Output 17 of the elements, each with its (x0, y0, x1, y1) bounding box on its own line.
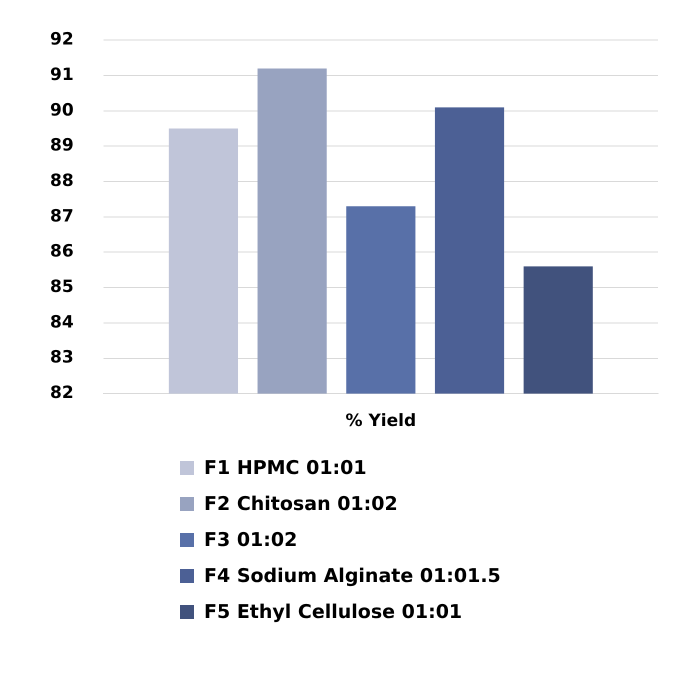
y-tick-label: 87 (50, 206, 74, 226)
legend-label: F2 Chitosan 01:02 (204, 493, 398, 515)
y-tick-label: 90 (50, 100, 74, 120)
y-tick-label: 91 (50, 64, 74, 85)
y-tick-label: 86 (50, 242, 74, 262)
legend-label: F3 01:02 (204, 529, 298, 551)
legend-label: F1 HPMC 01:01 (204, 457, 367, 479)
y-tick-label: 82 (50, 383, 74, 404)
legend-label: F5 Ethyl Cellulose 01:01 (204, 601, 462, 623)
y-tick-label: 92 (50, 30, 74, 50)
y-tick-label: 83 (50, 348, 74, 368)
y-tick-label: 89 (50, 136, 74, 156)
y-tick-label: 85 (50, 277, 74, 297)
legend-label: F4 Sodium Alginate 01:01.5 (204, 565, 501, 587)
x-tick-label: % Yield (346, 411, 416, 432)
y-tick-label: 88 (50, 170, 74, 191)
y-tick-label: 84 (50, 312, 74, 332)
